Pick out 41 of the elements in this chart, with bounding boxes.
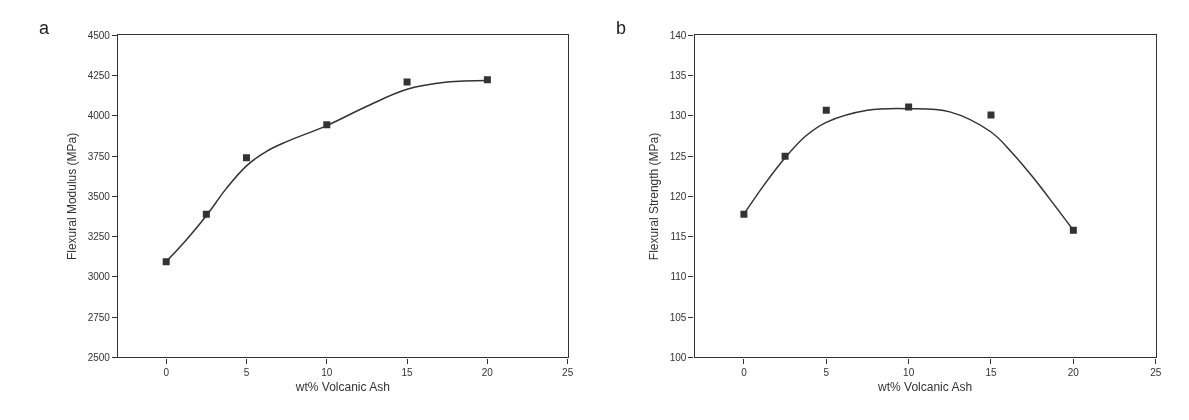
x-tick-label: 25: [562, 366, 574, 378]
point: [822, 106, 830, 114]
x-tick-label: 5: [243, 366, 250, 378]
chart-title: b: [616, 18, 627, 38]
chart-title: a: [39, 18, 50, 38]
point: [242, 154, 250, 162]
y-tick-label: 135: [669, 70, 687, 82]
y-axis-title: Flexural Strength (MPa): [647, 132, 662, 261]
point: [483, 76, 491, 84]
y-tick-label: 3750: [87, 150, 111, 162]
x-tick-label: 20: [481, 366, 494, 378]
x-axis-title: wt% Volcanic Ash: [294, 380, 390, 395]
x-tick-label: 15: [985, 366, 997, 378]
x-tick-label: 25: [1150, 366, 1162, 378]
x-tick-label: 5: [823, 366, 830, 378]
y-tick-label: 105: [669, 311, 687, 323]
x-tick-label: 15: [401, 366, 414, 378]
y-axis-title: Flexural Modulus (MPa): [64, 132, 79, 261]
y-tick-label: 2750: [87, 311, 111, 323]
x-axis-title: wt% Volcanic Ash: [877, 380, 973, 395]
y-tick-label: 2500: [87, 351, 111, 363]
point: [987, 111, 995, 119]
y-tick-label: 4000: [87, 110, 111, 122]
y-tick-label: 4250: [87, 70, 111, 82]
y-tick-label: 3000: [87, 271, 111, 283]
y-tick-label: 130: [669, 110, 687, 122]
x-tick-label: 0: [741, 366, 748, 378]
y-tick-label: 4500: [87, 29, 111, 41]
y-tick-label: 3250: [87, 231, 111, 243]
y-tick-label: 3500: [87, 190, 111, 202]
x-tick-label: 0: [163, 366, 170, 378]
y-tick-label: 140: [669, 29, 687, 41]
x-tick-label: 20: [1067, 366, 1080, 378]
y-tick-label: 120: [669, 190, 687, 202]
x-tick-label: 10: [321, 366, 333, 378]
y-tick-label: 125: [669, 150, 687, 162]
y-tick-label: 115: [670, 231, 687, 243]
y-tick-label: 100: [669, 351, 687, 363]
x-tick-label: 10: [903, 366, 915, 378]
point: [403, 78, 411, 86]
y-tick-label: 110: [670, 271, 687, 283]
